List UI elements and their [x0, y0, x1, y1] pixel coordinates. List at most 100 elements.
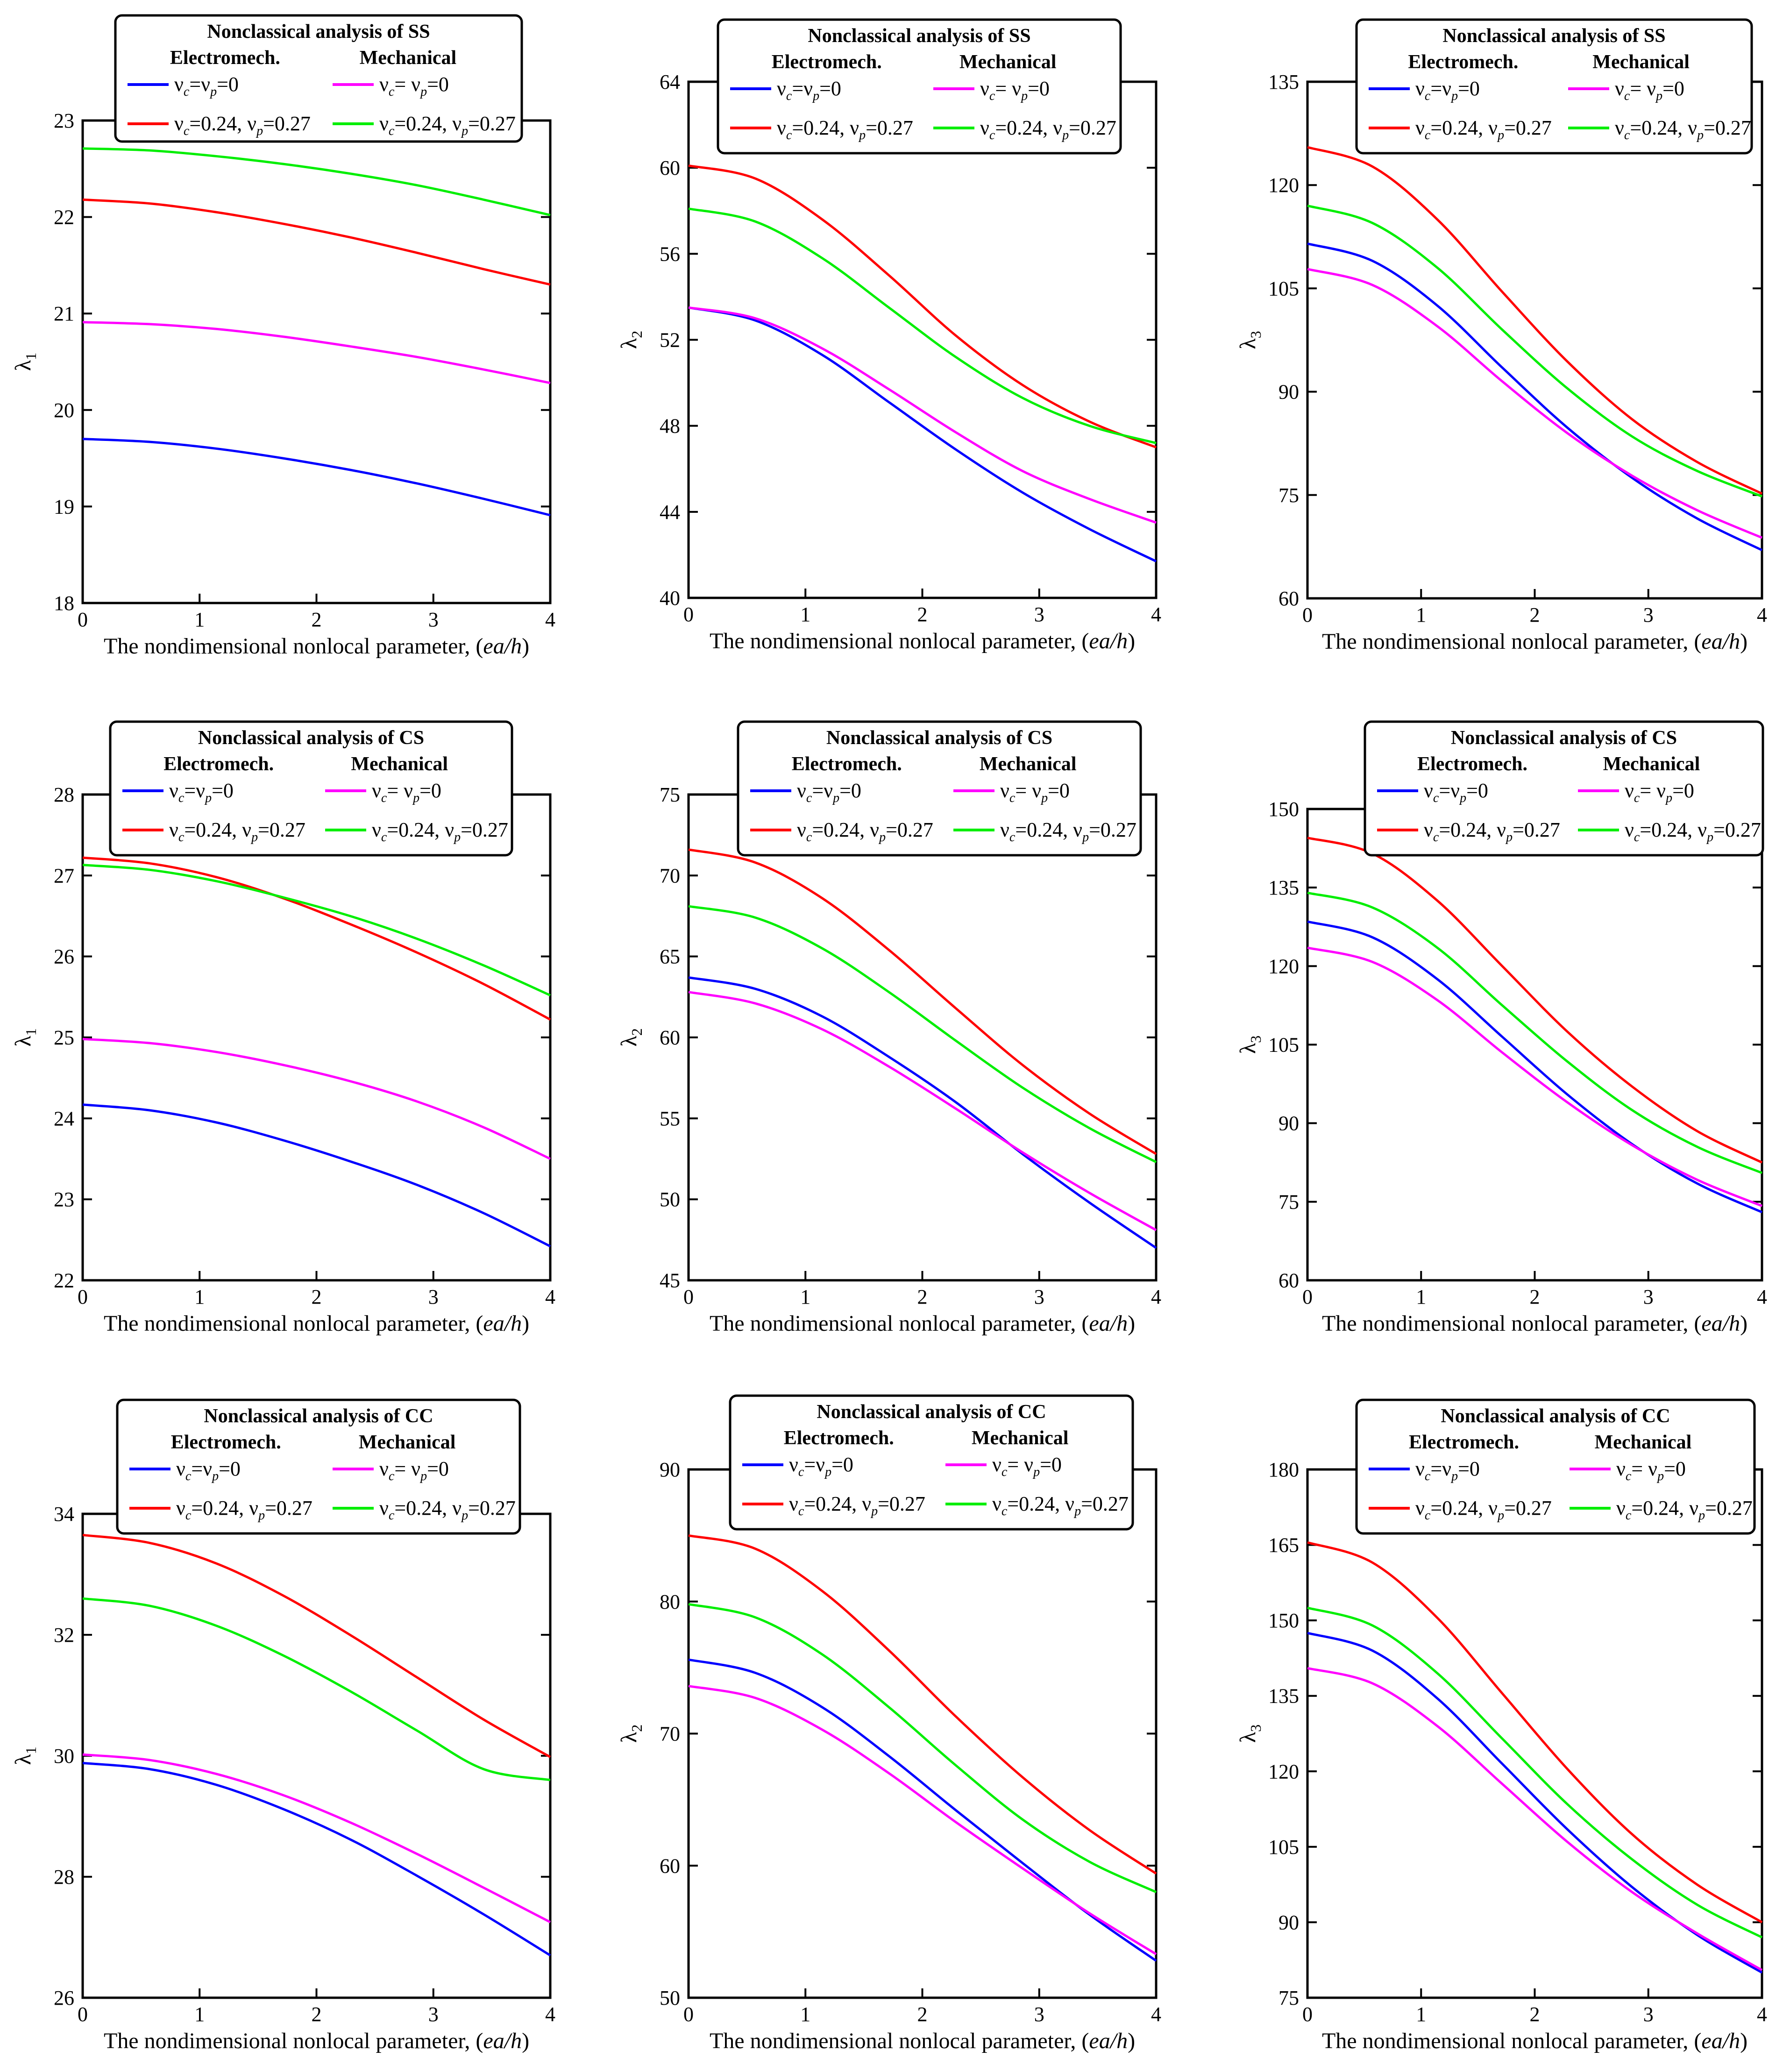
x-tick-label: 0 — [78, 1285, 88, 1308]
series-line-4 — [1307, 891, 1762, 1174]
x-axis-label: The nondimensional nonlocal parameter, (… — [1322, 1311, 1747, 1336]
y-tick-label: 27 — [54, 864, 74, 887]
x-tick-label: 3 — [1643, 603, 1654, 626]
y-tick-label: 40 — [660, 587, 680, 610]
y-tick-label: 90 — [1279, 1112, 1299, 1135]
y-tick-label: 60 — [660, 1854, 680, 1877]
x-axis-label: The nondimensional nonlocal parameter, (… — [104, 634, 529, 659]
legend-group-mechanical: Mechanical — [359, 1432, 456, 1453]
legend-entry-4: νc​=0.24, νp​=0.27 — [992, 1492, 1129, 1519]
y-tick-label: 22 — [54, 1269, 74, 1292]
legend-title: Nonclassical analysis of CS — [1451, 727, 1677, 749]
legend-entry-2: νc​= νp​=0 — [379, 73, 449, 99]
legend-entry-2: νc​= νp​=0 — [1615, 77, 1684, 103]
x-tick-label: 1 — [800, 1285, 810, 1308]
legend-box — [1364, 720, 1764, 857]
axes-box — [1306, 1468, 1763, 1999]
x-tick-label: 3 — [1034, 603, 1044, 626]
legend-box — [109, 720, 513, 857]
series-line-2 — [1307, 268, 1762, 539]
legend: Nonclassical analysis of CS Electromech. M… — [109, 720, 513, 857]
legend-title: Nonclassical analysis of SS — [808, 25, 1030, 47]
legend-entry-3: νc​=0.24, νp​=0.27 — [1415, 116, 1552, 142]
legend-entry-3: νc​=0.24, νp​=0.27 — [1415, 1497, 1552, 1523]
legend: Nonclassical analysis of CS Electromech. M… — [1364, 720, 1764, 857]
y-tick-label: 26 — [54, 945, 74, 968]
x-tick-label: 4 — [545, 2003, 555, 2026]
y-tick-label: 90 — [1279, 381, 1299, 404]
y-tick-label: 25 — [54, 1026, 74, 1049]
chart-panel-9: 0 1 2 3 4 75 90 105 120 135 150 165 180 The nondimens… — [1236, 1398, 1767, 2053]
legend-group-electromech: Electromech. — [163, 753, 274, 775]
axes-box — [687, 1468, 1158, 1999]
series-line-4 — [82, 1597, 551, 1781]
legend-title: Nonclassical analysis of CC — [204, 1405, 433, 1427]
series-line-1 — [82, 438, 551, 517]
x-tick-label: 4 — [1151, 1285, 1161, 1308]
legend-title: Nonclassical analysis of CC — [1441, 1405, 1670, 1427]
x-tick-label: 4 — [545, 1285, 555, 1308]
y-tick-label: 90 — [660, 1458, 680, 1481]
y-tick-label: 150 — [1268, 1609, 1299, 1632]
x-tick-label: 1 — [1416, 1285, 1426, 1308]
y-axis-label: λ2 — [617, 1028, 645, 1046]
x-tick-label: 3 — [428, 2003, 439, 2026]
legend-group-electromech: Electromech. — [792, 753, 902, 775]
series-line-3 — [1307, 837, 1763, 1164]
x-tick-label: 2 — [1530, 2003, 1540, 2026]
legend-entry-1: νc​=νp​=0 — [789, 1453, 853, 1479]
series-line-3 — [688, 164, 1157, 449]
legend-box — [729, 1394, 1134, 1531]
x-tick-label: 1 — [194, 608, 205, 631]
y-tick-label: 165 — [1268, 1534, 1299, 1557]
legend-entry-1: νc​=νp​=0 — [777, 77, 841, 103]
legend-entry-4: νc​=0.24, νp​=0.27 — [1615, 116, 1751, 142]
axes-box — [687, 80, 1158, 599]
x-tick-label: 0 — [1302, 2003, 1313, 2026]
y-tick-label: 32 — [54, 1624, 74, 1646]
legend-title: Nonclassical analysis of SS — [1442, 25, 1665, 47]
y-axis-label: λ2 — [617, 331, 645, 349]
legend-entry-1: νc​=νp​=0 — [169, 779, 234, 805]
legend-group-mechanical: Mechanical — [1592, 51, 1690, 73]
x-tick-label: 0 — [78, 608, 88, 631]
legend-entry-1: νc​=νp​=0 — [174, 73, 239, 99]
legend: Nonclassical analysis of SS Electromech. M… — [114, 14, 523, 143]
y-tick-label: 28 — [54, 783, 74, 806]
series-line-1 — [82, 1103, 551, 1248]
series-line-2 — [82, 321, 551, 384]
x-tick-label: 2 — [917, 1285, 928, 1308]
legend-box — [1355, 1398, 1756, 1535]
legend-group-electromech: Electromech. — [170, 47, 280, 69]
axes-box — [81, 1512, 552, 1999]
y-tick-label: 75 — [1279, 1191, 1299, 1213]
y-tick-label: 60 — [1279, 1269, 1299, 1292]
series-line-2 — [82, 1037, 551, 1160]
legend-group-electromech: Electromech. — [1417, 753, 1527, 775]
legend: Nonclassical analysis of CC Electromech. M… — [729, 1394, 1134, 1531]
y-tick-label: 60 — [1279, 587, 1299, 610]
legend-entry-2: νc​= νp​=0 — [1625, 779, 1694, 805]
series-line-1 — [82, 1762, 551, 1957]
y-tick-label: 60 — [660, 1026, 680, 1049]
legend-box — [1355, 18, 1753, 155]
legend-group-mechanical: Mechanical — [972, 1427, 1069, 1449]
y-tick-label: 23 — [54, 109, 74, 132]
legend-group-mechanical: Mechanical — [1595, 1432, 1692, 1453]
legend: Nonclassical analysis of SS Electromech. M… — [717, 18, 1122, 155]
chart-panel-5: 0 1 2 3 4 45 50 55 60 65 70 75 The nondimensional no… — [617, 720, 1161, 1336]
x-axis-label: The nondimensional nonlocal parameter, (… — [1322, 629, 1747, 654]
x-axis-label: The nondimensional nonlocal parameter, (… — [710, 2029, 1135, 2053]
y-tick-label: 30 — [54, 1745, 74, 1767]
x-tick-label: 0 — [683, 603, 694, 626]
x-tick-label: 2 — [917, 2003, 928, 2026]
y-tick-label: 55 — [660, 1107, 680, 1130]
legend-entry-3: νc​=0.24, νp​=0.27 — [777, 116, 913, 142]
x-axis-label: The nondimensional nonlocal parameter, (… — [104, 1311, 529, 1336]
chart-panel-3: 0 1 2 3 4 60 75 90 105 120 135 The nondimensional n… — [1236, 18, 1767, 654]
x-tick-label: 4 — [1757, 2003, 1767, 2026]
legend-entry-1: νc​=νp​=0 — [1415, 1457, 1480, 1483]
legend-group-electromech: Electromech. — [772, 51, 882, 73]
x-axis-label: The nondimensional nonlocal parameter, (… — [1322, 2029, 1747, 2053]
